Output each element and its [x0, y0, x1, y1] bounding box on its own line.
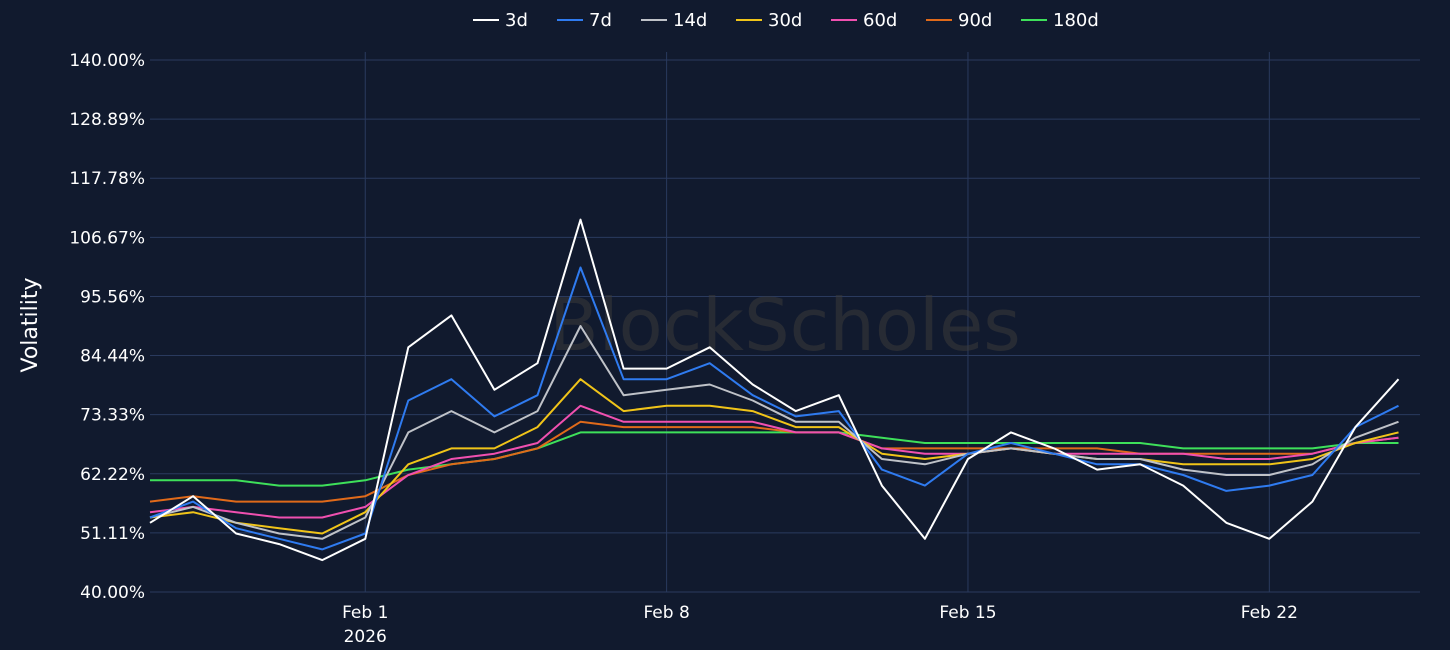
y-axis-ticks: 40.00% 51.11% 62.22% 73.33% 84.44% 95.56% 106.… — [69, 51, 145, 603]
y-tick-label: 51.11% — [80, 524, 145, 544]
x-tick-sublabel: 2026 — [344, 627, 387, 647]
y-tick-label: 73.33% — [80, 406, 145, 426]
legend-item-30d[interactable]: 30d — [736, 10, 802, 31]
x-axis-ticks: Feb 1 2026 Feb 8 Feb 15 Feb 22 — [342, 603, 1298, 647]
legend-label: 30d — [768, 10, 802, 31]
series-line-3d — [149, 218, 1400, 562]
x-tick-label: Feb 22 — [1241, 603, 1298, 623]
x-tick-label: Feb 1 — [342, 603, 388, 623]
legend-label: 90d — [958, 10, 992, 31]
y-tick-label: 140.00% — [69, 51, 145, 71]
legend-label: 14d — [673, 10, 707, 31]
series-line-90d — [149, 420, 1399, 503]
legend-item-7d[interactable]: 7d — [557, 10, 612, 31]
legend-item-3d[interactable]: 3d — [473, 10, 528, 31]
series-line-60d — [149, 404, 1399, 519]
y-tick-label: 117.78% — [69, 169, 145, 189]
legend-label: 7d — [589, 10, 612, 31]
series-line-14d — [149, 325, 1399, 540]
legend-label: 60d — [863, 10, 897, 31]
y-axis-label: Volatility — [18, 277, 43, 372]
watermark: BlockScholes — [549, 283, 1021, 367]
y-tick-label: 106.67% — [69, 228, 145, 248]
grid — [150, 52, 1420, 593]
legend-label: 3d — [505, 10, 528, 31]
series-line-30d — [149, 378, 1399, 535]
y-tick-label: 128.89% — [69, 110, 145, 130]
legend-item-60d[interactable]: 60d — [831, 10, 897, 31]
y-tick-label: 62.22% — [80, 465, 145, 485]
legend[interactable]: 3d 7d 14d 30d 60d 90d 180d — [473, 10, 1099, 31]
legend-item-14d[interactable]: 14d — [641, 10, 707, 31]
y-tick-label: 95.56% — [80, 287, 145, 307]
series-line-7d — [149, 266, 1399, 551]
y-tick-label: 40.00% — [80, 583, 145, 603]
legend-label: 180d — [1053, 10, 1099, 31]
legend-item-180d[interactable]: 180d — [1021, 10, 1099, 31]
legend-item-90d[interactable]: 90d — [926, 10, 992, 31]
y-tick-label: 84.44% — [80, 347, 145, 367]
x-tick-label: Feb 15 — [939, 603, 996, 623]
x-tick-label: Feb 8 — [643, 603, 689, 623]
series-line-180d — [150, 431, 1399, 487]
series-lines — [149, 218, 1400, 562]
